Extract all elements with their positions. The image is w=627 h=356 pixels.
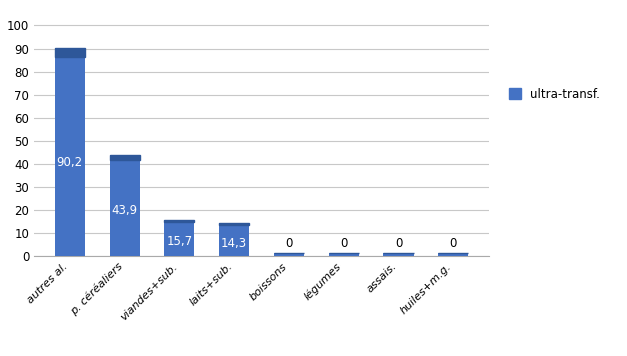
Text: 90,2: 90,2 <box>56 156 83 169</box>
Bar <box>55 48 85 57</box>
Bar <box>274 253 304 256</box>
Bar <box>384 253 414 256</box>
Bar <box>438 253 468 256</box>
Bar <box>110 155 140 256</box>
Text: 15,7: 15,7 <box>166 235 192 248</box>
Bar <box>55 48 85 256</box>
Bar <box>164 220 194 222</box>
Text: 14,3: 14,3 <box>221 237 247 250</box>
Text: 0: 0 <box>450 237 457 250</box>
Bar <box>219 223 249 256</box>
Bar <box>164 220 194 256</box>
Text: 0: 0 <box>285 237 293 250</box>
Text: 0: 0 <box>340 237 347 250</box>
Bar <box>329 253 359 256</box>
Text: 0: 0 <box>395 237 402 250</box>
Legend: ultra-transf.: ultra-transf. <box>504 83 604 105</box>
Bar <box>110 155 140 159</box>
Bar <box>219 223 249 225</box>
Text: 43,9: 43,9 <box>112 204 138 217</box>
